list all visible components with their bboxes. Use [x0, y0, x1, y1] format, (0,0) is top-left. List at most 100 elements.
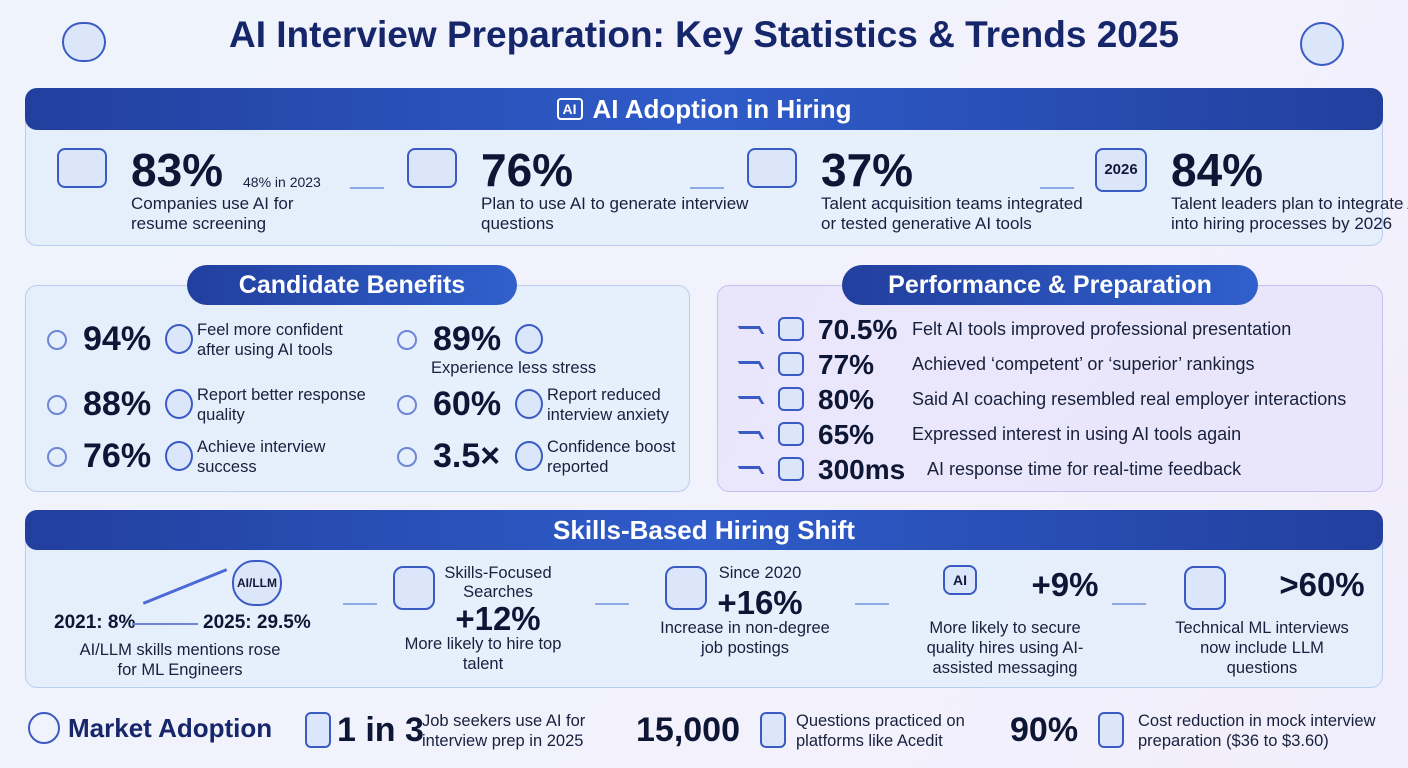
benefits-panel — [25, 285, 690, 492]
icon — [165, 324, 193, 354]
check-icon — [397, 330, 417, 350]
stat-text: Said AI coaching resembled real employer… — [912, 389, 1347, 409]
stat-from: 2021: 8% — [54, 612, 136, 633]
stat: 1 in 3 — [337, 711, 424, 749]
stat: 300ms — [818, 454, 906, 485]
stat: 88% — [83, 385, 152, 423]
icon-label: AI — [943, 565, 977, 595]
flow-arrow — [855, 603, 889, 605]
check-icon — [47, 330, 67, 350]
icon — [165, 441, 193, 471]
icon — [515, 441, 543, 471]
stat-text: Report better response quality — [197, 386, 366, 424]
section-title: Performance & Preparation — [888, 270, 1212, 299]
check-icon — [397, 395, 417, 415]
icon — [407, 148, 457, 188]
stat-text: Cost reduction in mock interview prepara… — [1138, 712, 1376, 750]
page-title: AI Interview Preparation: Key Statistics… — [228, 14, 1180, 55]
benefits-header: Candidate Benefits — [187, 265, 517, 305]
stat-note: 48% in 2023 — [243, 174, 321, 190]
icon — [57, 148, 107, 188]
brain-icon — [62, 22, 106, 62]
stat-text: Expressed interest in using AI tools aga… — [912, 424, 1242, 444]
arrow-icon — [737, 431, 765, 439]
section-title: Skills-Based Hiring Shift — [553, 514, 855, 545]
stat: 94% — [83, 320, 152, 358]
adoption-panel — [25, 110, 1383, 246]
stat-text: More likely to secure quality hires usin… — [926, 619, 1084, 677]
adoption-header: AI AI Adoption in Hiring — [25, 88, 1383, 130]
arrow-icon — [737, 466, 765, 474]
stat: 70.5% — [818, 314, 898, 345]
section-title: Market Adoption — [68, 713, 273, 743]
skills-header: Skills-Based Hiring Shift — [25, 510, 1383, 550]
icon — [778, 317, 804, 341]
stat-text: AI response time for real-time feedback — [927, 459, 1242, 479]
stat: 60% — [433, 385, 502, 423]
performance-panel — [717, 285, 1383, 492]
stat-text: More likely to hire top talent — [404, 635, 562, 673]
skills-panel — [25, 530, 1383, 688]
stat: 90% — [1010, 711, 1079, 749]
stat: +16% — [717, 584, 803, 621]
icon-label: 2026 — [1095, 148, 1147, 192]
section-title: AI Adoption in Hiring — [592, 93, 852, 124]
stat-text: Plan to use AI to generate interview que… — [481, 194, 749, 233]
stat-text: Talent leaders plan to integrate AI into… — [1171, 194, 1408, 233]
icon — [778, 352, 804, 376]
trend-line — [132, 623, 198, 625]
stat: 65% — [818, 419, 875, 450]
stat-text: AI/LLM skills mentions rose for ML Engin… — [79, 641, 281, 679]
icon — [778, 387, 804, 411]
check-icon — [47, 395, 67, 415]
stat: 80% — [818, 384, 875, 415]
stat: 77% — [818, 349, 875, 380]
stat: 76% — [481, 144, 574, 196]
section-title: Candidate Benefits — [238, 270, 466, 299]
stat: 15,000 — [636, 711, 740, 749]
stat: 3.5× — [433, 437, 501, 475]
ai-badge: AI — [556, 98, 583, 120]
stat-text: Achieve interview success — [197, 438, 326, 476]
stat: 84% — [1171, 144, 1264, 196]
stat-text: Job seekers use AI for interview prep in… — [422, 712, 586, 750]
flow-arrow — [1040, 187, 1074, 189]
icon — [515, 324, 543, 354]
stat: >60% — [1279, 566, 1365, 603]
flow-arrow — [1112, 603, 1146, 605]
stat-text: Technical ML interviews now include LLM … — [1175, 619, 1349, 677]
stat-text: Questions practiced on platforms like Ac… — [796, 712, 965, 750]
skills-label: Since 2020 — [718, 564, 802, 582]
flow-arrow — [595, 603, 629, 605]
arrow-icon — [737, 396, 765, 404]
performance-header: Performance & Preparation — [842, 265, 1258, 305]
globe-icon — [28, 712, 60, 744]
stat-text: Achieved ‘competent’ or ‘superior’ ranki… — [912, 354, 1255, 374]
stat-text: Confidence boost reported — [547, 438, 676, 476]
icon — [305, 712, 331, 748]
icon — [165, 389, 193, 419]
icon-label: AI/LLM — [232, 560, 282, 606]
icon — [747, 148, 797, 188]
stat: +9% — [1031, 566, 1099, 603]
stat: 37% — [821, 144, 914, 196]
skills-label: Skills-Focused Searches — [444, 564, 552, 601]
icon — [665, 566, 707, 610]
stat-to: 2025: 29.5% — [203, 612, 311, 633]
icon — [1184, 566, 1226, 610]
stat-text: Felt AI tools improved professional pres… — [912, 319, 1292, 339]
check-icon — [47, 447, 67, 467]
icon — [1098, 712, 1124, 748]
flow-arrow — [350, 187, 384, 189]
stat-text: Talent acquisition teams integrated or t… — [821, 194, 1083, 233]
stat-text: Experience less stress — [431, 359, 597, 377]
icon — [393, 566, 435, 610]
stat-text: Companies use AI for resume screening — [131, 194, 294, 233]
arrow-icon — [737, 326, 765, 334]
icon — [778, 422, 804, 446]
icon — [760, 712, 786, 748]
flow-arrow — [690, 187, 724, 189]
stat: 76% — [83, 437, 152, 475]
icon — [778, 457, 804, 481]
